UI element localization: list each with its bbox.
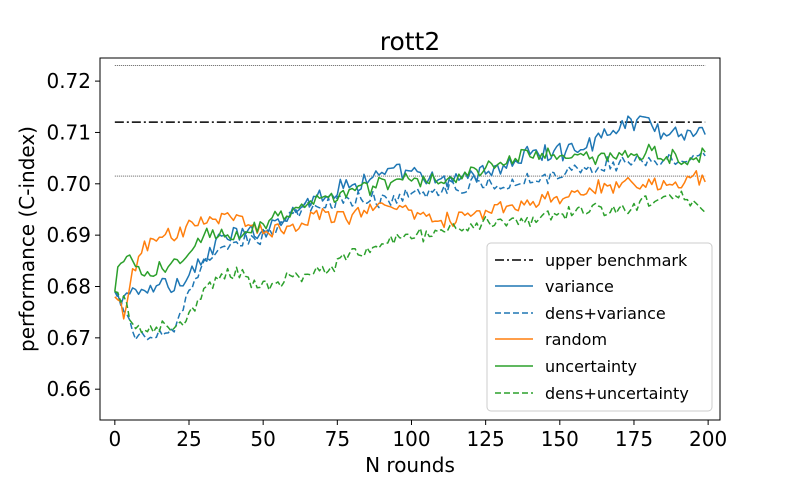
legend-label-uncertainty: uncertainty: [545, 357, 637, 376]
legend-label-random: random: [545, 330, 607, 349]
y-tick-label: 0.70: [46, 172, 91, 196]
chart-title: rott2: [380, 27, 441, 56]
y-tick-label: 0.68: [46, 274, 91, 298]
x-tick-label: 0: [108, 427, 121, 451]
series-lines: [114, 115, 706, 341]
y-tick-label: 0.72: [46, 69, 91, 93]
reference-lines: [114, 65, 706, 177]
y-axis-label: performance (C-index): [15, 126, 39, 352]
x-tick-label: 100: [392, 427, 430, 451]
y-tick-label: 0.66: [46, 377, 91, 401]
legend: upper benchmark variance dens+variance r…: [486, 242, 713, 412]
y-axis-ticks: 0.66 0.67 0.68 0.69 0.70 0.71 0.72: [46, 69, 100, 401]
x-tick-label: 125: [467, 427, 505, 451]
series-line-uncertainty: [114, 143, 706, 292]
x-tick-label: 25: [176, 427, 201, 451]
series-line-variance: [114, 115, 706, 307]
x-tick-label: 175: [615, 427, 653, 451]
x-tick-label: 200: [689, 427, 727, 451]
series-line-random: [114, 170, 706, 320]
x-axis-ticks: 0 25 50 75 100 125 150 175 200: [108, 420, 727, 451]
y-tick-label: 0.67: [46, 326, 91, 350]
series-line-dens-uncertainty: [114, 190, 706, 334]
legend-label-variance: variance: [545, 277, 614, 296]
legend-label-upper-benchmark: upper benchmark: [545, 251, 688, 270]
x-tick-label: 150: [541, 427, 579, 451]
plot-frame: [99, 57, 721, 421]
legend-frame: [486, 242, 713, 412]
y-tick-label: 0.71: [46, 120, 91, 144]
legend-label-dens-uncertainty: dens+uncertainty: [545, 384, 689, 403]
x-tick-label: 75: [325, 427, 350, 451]
x-tick-label: 50: [250, 427, 275, 451]
legend-label-dens-variance: dens+variance: [545, 304, 666, 323]
x-axis-label: N rounds: [365, 453, 455, 477]
y-tick-label: 0.69: [46, 223, 91, 247]
